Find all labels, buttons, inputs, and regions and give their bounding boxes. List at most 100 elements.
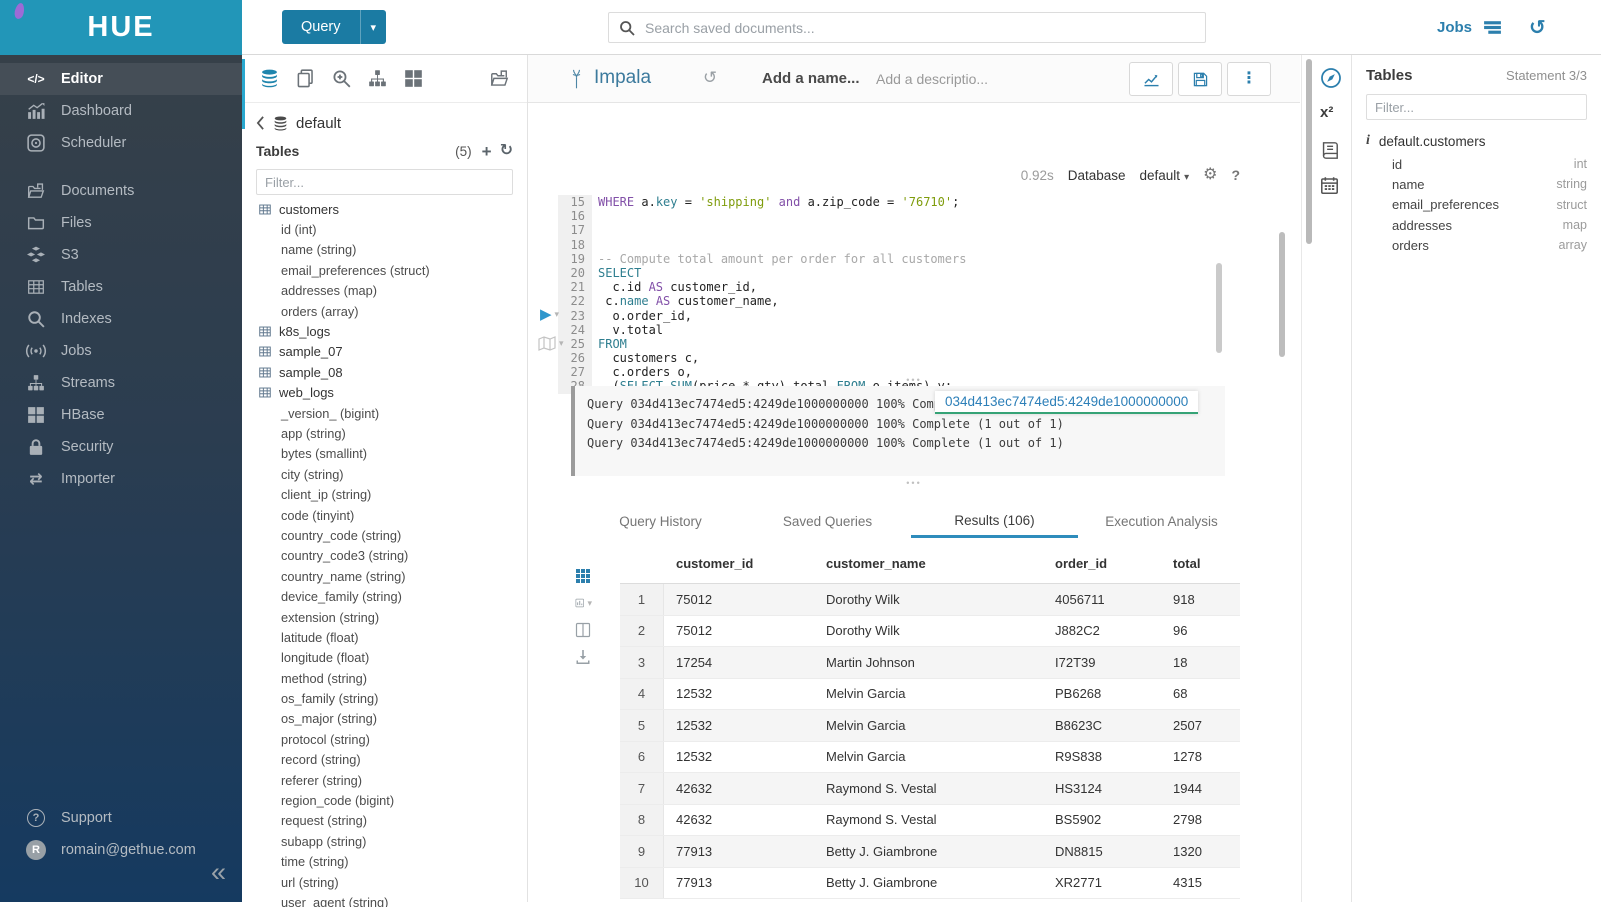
- content-scrollbar[interactable]: [1306, 59, 1312, 244]
- jobs-link[interactable]: Jobs: [1437, 19, 1473, 36]
- right-column-email-preferences[interactable]: email_preferences struct: [1366, 195, 1587, 215]
- sidebar-item-security[interactable]: Security: [0, 431, 242, 463]
- tree-column--version-bigint-[interactable]: _version_ (bigint): [242, 403, 527, 423]
- sidebar-item-indexes[interactable]: Indexes: [0, 303, 242, 335]
- active-table-item[interactable]: i default.customers: [1366, 133, 1587, 149]
- tree-column-app-string-[interactable]: app (string): [242, 423, 527, 443]
- execute-query-button[interactable]: ▶ ▾: [540, 307, 559, 322]
- right-column-name[interactable]: name string: [1366, 174, 1587, 194]
- zoom-search-icon[interactable]: [332, 69, 351, 88]
- editor-scrollbar[interactable]: [1279, 232, 1285, 357]
- download-icon[interactable]: [575, 649, 592, 665]
- map-options-caret-icon[interactable]: ▾: [559, 338, 564, 348]
- tree-column-client-ip-string-[interactable]: client_ip (string): [242, 484, 527, 504]
- add-table-icon[interactable]: +: [481, 141, 492, 161]
- grid-view-icon[interactable]: [575, 568, 592, 584]
- tree-column-os-family-string-[interactable]: os_family (string): [242, 688, 527, 708]
- sidebar-item-streams[interactable]: Streams: [0, 367, 242, 399]
- chart-button[interactable]: [1129, 62, 1173, 96]
- sitemap-source-icon[interactable]: [368, 69, 387, 88]
- sidebar-item-support[interactable]: ? Support: [0, 802, 242, 834]
- column-header-total[interactable]: total: [1173, 556, 1201, 571]
- tree-column-extension-string-[interactable]: extension (string): [242, 607, 527, 627]
- query-description-field[interactable]: Add a descriptio...: [876, 71, 989, 87]
- info-icon[interactable]: i: [1366, 133, 1370, 148]
- current-database-name[interactable]: default: [296, 114, 342, 132]
- save-button[interactable]: [1178, 62, 1222, 96]
- tree-column-device-family-string-[interactable]: device_family (string): [242, 586, 527, 606]
- sidebar-item-files[interactable]: Files: [0, 207, 242, 239]
- chart-view-icon[interactable]: ▾: [575, 595, 592, 611]
- tab-query-history[interactable]: Query History: [619, 514, 702, 529]
- column-header-customer-id[interactable]: customer_id: [676, 556, 754, 571]
- sidebar-item-hbase[interactable]: HBase: [0, 399, 242, 431]
- results-resize-handle[interactable]: •••: [906, 478, 922, 488]
- tree-table-web-logs[interactable]: web_logs: [242, 383, 527, 403]
- functions-icon[interactable]: x²: [1320, 104, 1334, 121]
- language-docs-icon[interactable]: [1320, 141, 1339, 160]
- tree-column-bytes-smallint-[interactable]: bytes (smallint): [242, 444, 527, 464]
- table-filter-input[interactable]: [256, 169, 513, 195]
- settings-gear-icon[interactable]: ⚙: [1203, 166, 1218, 183]
- tree-column-country-code3-string-[interactable]: country_code3 (string): [242, 546, 527, 566]
- sidebar-item-jobs[interactable]: Jobs: [0, 335, 242, 367]
- sql-code-editor[interactable]: 15 WHERE a.key = 'shipping' and a.zip_cod…: [558, 195, 1260, 394]
- sidebar-item-documents[interactable]: Documents: [0, 175, 242, 207]
- database-select[interactable]: default ▾: [1139, 167, 1190, 183]
- tree-column-subapp-string-[interactable]: subapp (string): [242, 831, 527, 851]
- tree-column-region-code-bigint-[interactable]: region_code (bigint): [242, 790, 527, 810]
- sidebar-item-importer[interactable]: ⇄ Importer: [0, 463, 242, 495]
- tree-column-country-code-string-[interactable]: country_code (string): [242, 525, 527, 545]
- tree-table-sample-07[interactable]: sample_07: [242, 342, 527, 362]
- snippet-history-icon[interactable]: ↺: [703, 68, 718, 87]
- tree-column-time-string-[interactable]: time (string): [242, 852, 527, 872]
- query-name-field[interactable]: Add a name...: [762, 70, 860, 87]
- tab-results-106-[interactable]: Results (106): [911, 505, 1078, 538]
- sidebar-item-s3[interactable]: S3: [0, 239, 242, 271]
- column-header-customer-name[interactable]: customer_name: [826, 556, 926, 571]
- tree-table-customers[interactable]: customers: [242, 199, 527, 219]
- documents-source-icon[interactable]: [296, 69, 315, 88]
- hue-logo[interactable]: HUE: [0, 0, 242, 55]
- right-filter-input[interactable]: [1366, 94, 1587, 120]
- right-column-id[interactable]: id int: [1366, 154, 1587, 174]
- tree-column-referer-string-[interactable]: referer (string): [242, 770, 527, 790]
- job-id-link[interactable]: 034d413ec7474ed5:4249de1000000000: [935, 391, 1199, 414]
- tree-column-id-int-[interactable]: id (int): [242, 219, 527, 239]
- log-resize-handle[interactable]: •••: [906, 375, 922, 385]
- tree-column-email-preferences-struct-[interactable]: email_preferences (struct): [242, 260, 527, 280]
- execute-options-caret-icon[interactable]: ▾: [554, 309, 560, 319]
- global-search[interactable]: [608, 12, 1206, 43]
- tree-table-k8s-logs[interactable]: k8s_logs: [242, 321, 527, 341]
- query-browser-button[interactable]: ▾: [538, 336, 564, 351]
- sidebar-item-tables[interactable]: Tables: [0, 271, 242, 303]
- sidebar-item-scheduler[interactable]: Scheduler: [0, 127, 242, 159]
- query-button[interactable]: Query ▾: [282, 10, 387, 44]
- sidebar-item-dashboard[interactable]: Dashboard: [0, 95, 242, 127]
- columns-view-icon[interactable]: [575, 622, 592, 638]
- tree-column-method-string-[interactable]: method (string): [242, 668, 527, 688]
- tree-column-os-major-string-[interactable]: os_major (string): [242, 709, 527, 729]
- apps-source-icon[interactable]: [404, 69, 423, 88]
- tree-column-country-name-string-[interactable]: country_name (string): [242, 566, 527, 586]
- right-column-addresses[interactable]: addresses map: [1366, 215, 1587, 235]
- help-icon[interactable]: ?: [1231, 167, 1240, 183]
- tree-column-user-agent-string-[interactable]: user_agent (string): [242, 892, 527, 907]
- sidebar-item-user[interactable]: R romain@gethue.com: [0, 834, 242, 866]
- sidebar-item-editor[interactable]: </> Editor: [0, 63, 242, 95]
- tree-column-longitude-float-[interactable]: longitude (float): [242, 648, 527, 668]
- assistant-compass-icon[interactable]: [1320, 67, 1342, 89]
- tree-column-url-string-[interactable]: url (string): [242, 872, 527, 892]
- query-history-icon[interactable]: ↺: [1529, 16, 1546, 39]
- search-input[interactable]: [645, 19, 1195, 36]
- tree-table-sample-08[interactable]: sample_08: [242, 362, 527, 382]
- tab-saved-queries[interactable]: Saved Queries: [782, 514, 873, 529]
- database-source-icon[interactable]: [260, 69, 279, 88]
- right-column-orders[interactable]: orders array: [1366, 235, 1587, 255]
- query-dropdown-caret-icon[interactable]: ▾: [359, 10, 387, 44]
- tree-column-latitude-float-[interactable]: latitude (float): [242, 627, 527, 647]
- refresh-icon[interactable]: ↻: [499, 142, 513, 159]
- sidebar-collapse-icon[interactable]: «: [210, 857, 226, 887]
- tree-column-request-string-[interactable]: request (string): [242, 811, 527, 831]
- tree-column-code-tinyint-[interactable]: code (tinyint): [242, 505, 527, 525]
